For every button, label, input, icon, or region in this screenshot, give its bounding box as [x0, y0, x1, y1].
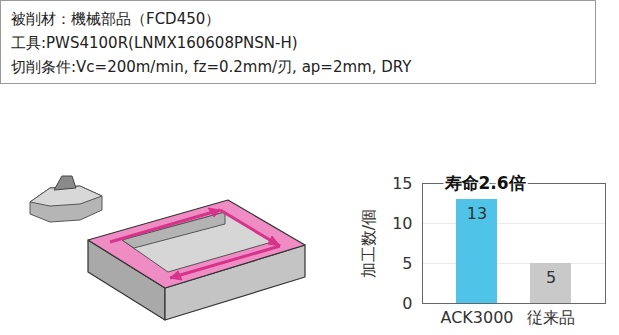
- svg-text:0: 0: [402, 294, 412, 313]
- html-text:切削条件:Vc=200m/min, fz=0.2mm/刃,: 切削条件:Vc=200m/min, fz=0.2mm/刃, ap=2mm, DR…: [11, 58, 412, 76]
- svg-text:5: 5: [402, 254, 412, 273]
- svg-text:15: 15: [392, 174, 412, 193]
- svg-text:従来品: 従来品: [527, 308, 575, 327]
- svg-text:5: 5: [546, 268, 556, 287]
- html-text:被削材：機械部品（FCD450）: 被削材：機械部品（FCD450）: [11, 10, 221, 28]
- html-text:工具:PWS4100R(LNMX160608PNSN-H): 工具:PWS4100R(LNMX160608PNSN-H): [11, 34, 298, 52]
- svg-text:寿命2.6倍: 寿命2.6倍: [444, 173, 526, 193]
- svg-text:ACK3000: ACK3000: [440, 308, 513, 327]
- svg-text:加工数/個: 加工数/個: [359, 209, 378, 278]
- svg-text:13: 13: [467, 204, 487, 223]
- svg-text:10: 10: [392, 214, 412, 233]
